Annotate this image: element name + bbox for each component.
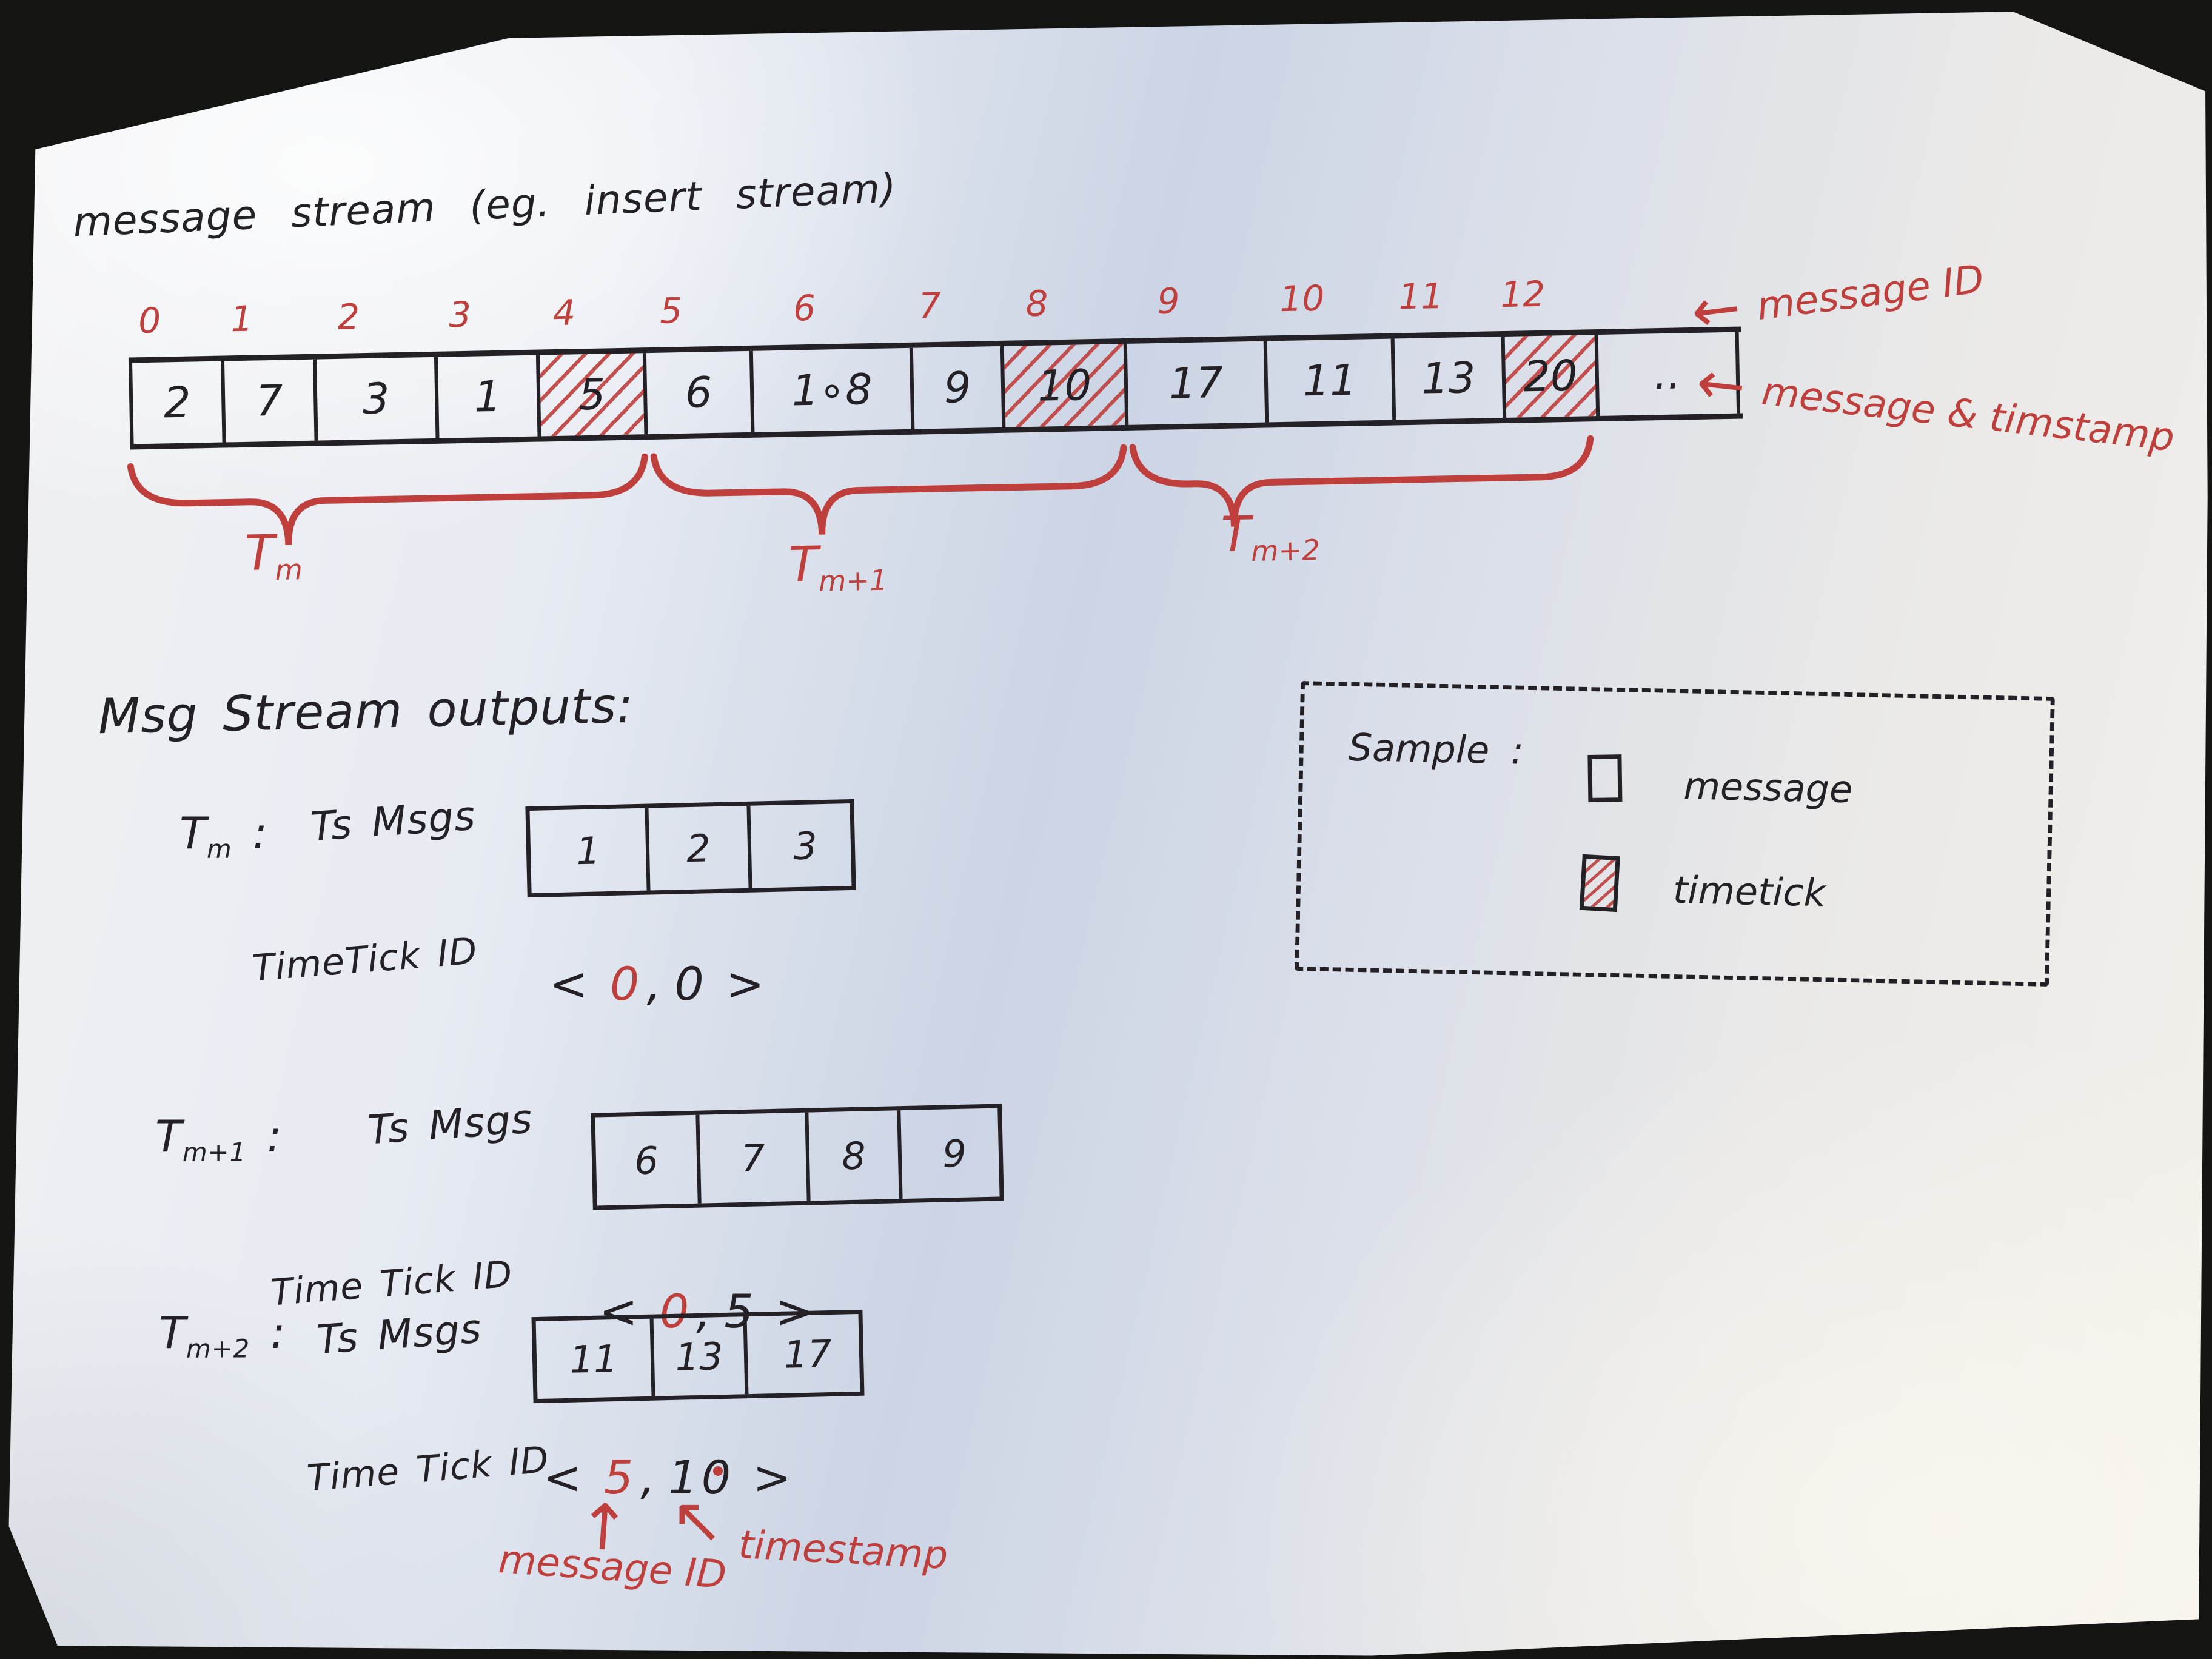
up-left-arrow-icon: ↖ [671,1483,724,1557]
stream-cell-row: 2 7 3 1 5 6 1∘8 9 10 17 11 13 20.. [128,326,1743,450]
row-tm2-tick-tuple: < 5, 10 > [543,1450,795,1504]
row-tm-tick-label: TimeTick ID [250,930,479,990]
note-message-timestamp: ← message & timstamp [1693,347,2177,461]
brace-label-tm: Tm [244,524,303,586]
sample-legend-box: Sample : message timetick [1295,681,2055,987]
stream-index: 5 [659,289,683,332]
stream-index: 6 [793,287,816,329]
page-title: message stream (eg. insert stream) [72,164,898,246]
stream-index-row: 0 1 2 3 4 5 6 7 8 9 10 11 12 [103,258,1741,342]
message-box-icon [1587,754,1623,802]
row-tm2-msgs-label: Ts Msgs [315,1305,483,1364]
stream-index: 12 [1500,273,1546,316]
outputs-heading: Msg Stream outputs: [98,677,634,745]
stream-cell: 11 [1263,338,1393,423]
stream-index: 11 [1398,275,1444,318]
row-tm-tick-tuple: < 0, 0 > [549,957,768,1011]
stream-cell: 13 [1390,337,1503,420]
stream-cell: 3 [312,357,436,441]
output-cell: 6 [634,1138,659,1183]
stream-cell: 1∘8 [749,347,911,432]
output-cell: 2 [645,805,749,891]
annotation-timestamp: timestamp [737,1523,949,1578]
stream-cell: 2 [129,361,223,444]
output-cell: 7 [695,1112,807,1204]
stream-cell: 7 [221,359,315,443]
timetick-box-icon [1579,854,1620,913]
row-tm2-tick-label: Time Tick ID [305,1438,551,1500]
stream-cell: 1 [434,355,538,438]
red-dot [713,1466,723,1476]
stream-cell: 6 [642,350,751,435]
row-tm1-tick-tuple: < 0, 5 > [599,1284,818,1338]
group-braces [127,435,1594,545]
stream-index: 8 [1025,283,1049,325]
stream-index: 1 [230,298,253,340]
stream-index: 0 [138,300,161,342]
output-cell: 3 [746,803,860,888]
stream-cell: 5 [535,353,645,437]
output-cell: 17 [743,1313,869,1395]
legend-label-message: message [1683,763,1854,812]
stream-index: 3 [448,293,472,336]
left-arrow-icon: ← [1693,347,1749,421]
stream-cell: 17 [1123,341,1265,426]
message-stream-diagram: 0 1 2 3 4 5 6 7 8 9 10 11 12 2 7 3 1 5 6 1∘8 9 10 17 11 13 20.. … [127,258,1743,598]
stream-index: 9 [1156,280,1180,322]
output-cell: 13 [649,1316,745,1396]
row-tm1-name: Tm+1: [155,1111,283,1167]
row-tm1-msgs-label: Ts Msgs [366,1095,534,1154]
stream-index: 2 [337,296,360,338]
brace-label-tm1: Tm+1 [788,535,888,598]
output-cell: 11 [569,1336,618,1382]
output-cell: 9 [897,1108,1008,1199]
brace-tm2 [1129,435,1594,527]
brace-tm [127,453,648,545]
stream-cell: 9 [909,346,1002,429]
row-tm-name: Tm: [179,808,268,864]
left-arrow-icon: ← [1687,273,1744,347]
row-tm2-name: Tm+2: [159,1307,286,1364]
legend-label-timetick: timetick [1672,867,1826,916]
stream-index: 7 [918,284,942,327]
brace-tm1 [650,444,1127,535]
stream-cell: 10 [1000,344,1125,427]
brace-label-tm2: Tm+2 [1220,506,1321,568]
legend-title: Sample : [1348,725,1524,773]
output-cell: 8 [805,1110,899,1201]
stream-index: 10 [1279,277,1325,320]
output-cell: 1 [575,828,601,873]
stream-index: 4 [552,292,576,334]
row-tm-msgs-label: Ts Msgs [309,792,477,851]
stream-cell: 20 [1501,335,1597,418]
row-tm2-msgs-box: 11 13 17 [531,1309,869,1404]
